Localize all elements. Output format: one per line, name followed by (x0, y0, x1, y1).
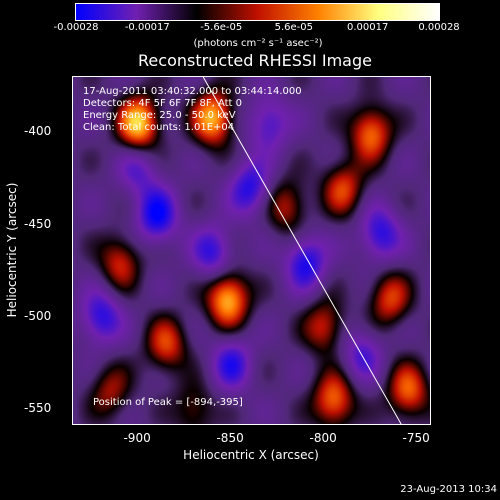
solar-limb-line (202, 77, 402, 424)
plot-area: 17-Aug-2011 03:40:32.000 to 03:44:14.000… (72, 76, 431, 425)
x-axis-label: Heliocentric X (arcsec) (183, 448, 319, 462)
x-tick-label: -750 (402, 431, 430, 445)
x-tick-label: -900 (123, 431, 151, 445)
colorbar (75, 3, 440, 21)
annotation-energy: Energy Range: 25.0 - 50.0 keV (83, 110, 236, 121)
annotation-peak-position: Position of Peak = [-894,-395] (93, 397, 243, 408)
colorbar-tick-label: 0.00017 (347, 22, 389, 33)
y-tick-label: -550 (24, 401, 52, 416)
heatmap-image (73, 77, 430, 424)
colorbar-tick-label: -0.00028 (53, 22, 99, 33)
annotation-time-range: 17-Aug-2011 03:40:32.000 to 03:44:14.000 (83, 86, 302, 97)
colorbar-tick-label: 5.6e-05 (274, 22, 313, 33)
y-tick-label: -400 (24, 124, 52, 139)
annotation-detectors: Detectors: 4F 5F 6F 7F 8F, Att 0 (83, 98, 243, 109)
y-tick-label: -450 (24, 216, 52, 231)
footer-date: 23-Aug-2013 10:34 (400, 484, 497, 495)
x-tick-label: -800 (309, 431, 337, 445)
y-axis-label: Heliocentric Y (arcsec) (5, 182, 19, 318)
colorbar-tick-label: 0.00028 (418, 22, 460, 33)
annotation-clean: Clean: Total counts: 1.01E+04 (83, 122, 235, 133)
colorbar-tick-label: -0.00017 (124, 22, 170, 33)
plot-overlay (202, 77, 402, 424)
x-tick-label: -850 (216, 431, 244, 445)
y-tick-label: -500 (24, 309, 52, 324)
chart-title: Reconstructed RHESSI Image (138, 51, 372, 70)
colorbar-units-label: (photons cm⁻² s⁻¹ asec⁻²) (193, 38, 323, 49)
colorbar-tick-label: -5.6e-05 (200, 22, 243, 33)
